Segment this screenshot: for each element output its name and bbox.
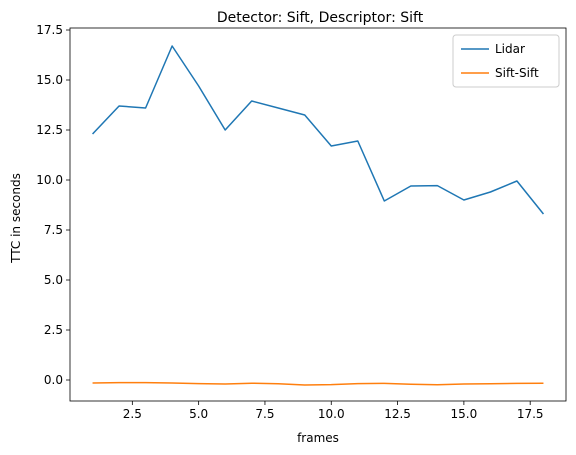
y-tick-label: 0.0 [44, 373, 63, 387]
y-tick-label: 2.5 [44, 323, 63, 337]
x-tick-label: 15.0 [451, 407, 478, 421]
y-tick-label: 12.5 [36, 123, 63, 137]
y-tick-label: 5.0 [44, 273, 63, 287]
y-tick-label: 10.0 [36, 173, 63, 187]
x-tick-label: 17.5 [517, 407, 544, 421]
y-tick-label: 17.5 [36, 23, 63, 37]
x-tick-label: 7.5 [255, 407, 274, 421]
x-tick-label: 12.5 [384, 407, 411, 421]
x-ticks: 2.5 5.0 7.5 10.0 12.5 15.0 17.5 [123, 401, 544, 421]
x-tick-label: 10.0 [318, 407, 345, 421]
y-axis-label: TTC in seconds [9, 173, 23, 264]
series-line-lidar [92, 45, 545, 215]
x-tick-label: 5.0 [189, 407, 208, 421]
plot-frame [69, 27, 567, 402]
y-tick-label: 15.0 [36, 73, 63, 87]
legend: Lidar Sift-Sift [452, 34, 560, 88]
chart-title: Detector: Sift, Descriptor: Sift [217, 10, 424, 26]
legend-label-lidar: Lidar [495, 42, 525, 56]
y-tick-label: 7.5 [44, 223, 63, 237]
x-axis-label: frames [297, 431, 339, 445]
y-ticks: 0.0 2.5 5.0 7.5 10.0 12.5 15.0 17.5 [36, 23, 70, 387]
legend-label-sift-sift: Sift-Sift [495, 66, 539, 80]
plot-lines [92, 45, 545, 386]
legend-box [452, 34, 560, 88]
x-tick-label: 2.5 [123, 407, 142, 421]
series-line-sift-sift [92, 381, 544, 386]
